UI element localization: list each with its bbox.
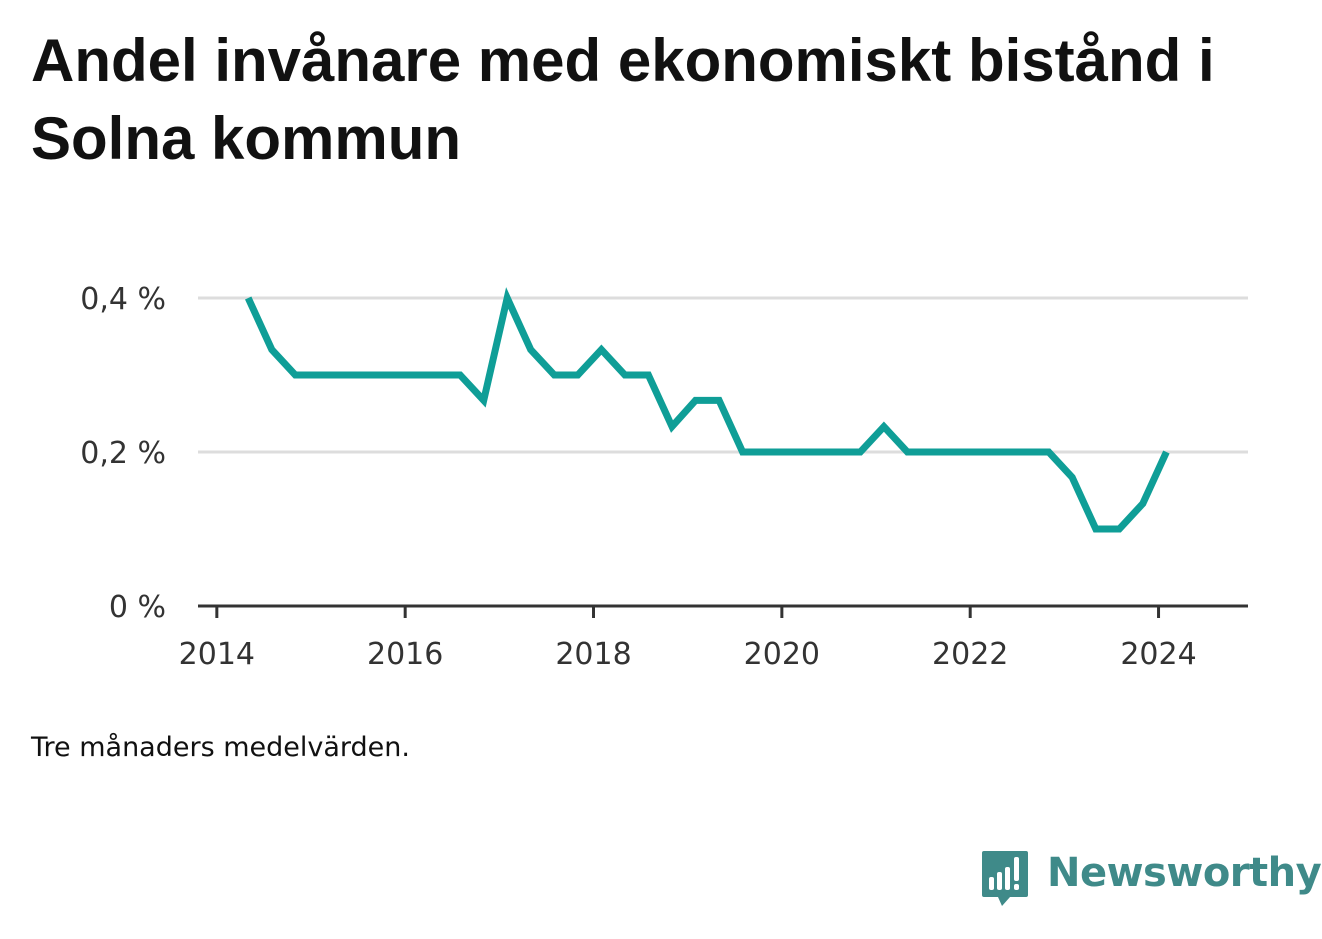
x-axis: 2014 2016 2018 2020 2022 2024 xyxy=(179,604,1248,672)
y-tick-label: 0 % xyxy=(109,590,166,625)
x-tick-label: 2018 xyxy=(555,637,631,672)
x-tick-label: 2022 xyxy=(932,637,1008,672)
x-tick-label: 2014 xyxy=(179,637,255,672)
x-tick-label: 2020 xyxy=(744,637,820,672)
series-line xyxy=(245,287,1170,533)
brand-logo[interactable]: Newsworthy xyxy=(980,848,1322,910)
footnote: Tre månaders medelvärden. xyxy=(31,732,410,763)
brand-name: Newsworthy xyxy=(1047,850,1322,896)
y-tick-label: 0,2 % xyxy=(80,436,166,471)
x-tick-label: 2016 xyxy=(367,637,443,672)
y-tick-label: 0,4 % xyxy=(80,282,166,317)
x-tick-label: 2024 xyxy=(1120,637,1196,672)
series-layer xyxy=(245,287,1170,533)
newsworthy-logo-icon xyxy=(982,851,1028,906)
chart-title: Andel invånare med ekonomiskt bistånd i … xyxy=(31,27,1215,172)
gridlines xyxy=(198,296,1248,454)
y-axis-labels: 0 % 0,2 % 0,4 % xyxy=(80,282,166,625)
